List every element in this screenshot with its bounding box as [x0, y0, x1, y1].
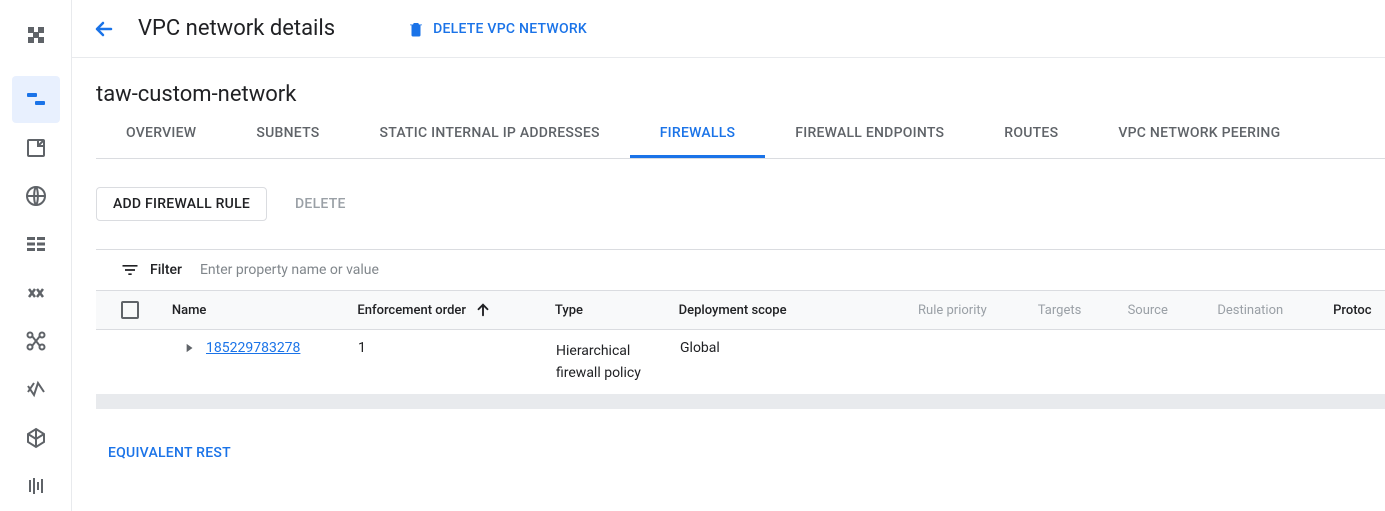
back-button[interactable]: [84, 9, 124, 49]
tab-overview[interactable]: OVERVIEW: [96, 125, 226, 158]
network-name: taw-custom-network: [96, 82, 1385, 107]
nav-vpc-networks-icon[interactable]: [12, 76, 60, 122]
page-title: VPC network details: [138, 16, 335, 41]
col-header-name[interactable]: Name: [164, 301, 350, 319]
col-header-scope[interactable]: Deployment scope: [671, 301, 910, 319]
filter-label: Filter: [150, 262, 182, 278]
nav-routes-icon[interactable]: [12, 221, 60, 267]
rule-name-link[interactable]: 185229783278: [206, 340, 300, 356]
sort-ascending-icon: [474, 301, 492, 319]
filter-bar: Filter: [96, 249, 1385, 290]
delete-button: DELETE: [295, 196, 346, 212]
tabs-bar: OVERVIEW SUBNETS STATIC INTERNAL IP ADDR…: [96, 125, 1385, 159]
delete-network-label: DELETE VPC NETWORK: [433, 21, 587, 37]
trash-icon: [407, 20, 425, 38]
nav-settings-icon[interactable]: [12, 463, 60, 509]
left-nav-rail: [0, 0, 72, 511]
tab-firewalls[interactable]: FIREWALLS: [630, 125, 766, 158]
equivalent-rest-link[interactable]: EQUIVALENT REST: [108, 445, 1385, 461]
col-header-targets: Targets: [1030, 301, 1120, 319]
col-header-source: Source: [1120, 301, 1210, 319]
col-header-protocols[interactable]: Protoc: [1325, 301, 1385, 319]
delete-network-button[interactable]: DELETE VPC NETWORK: [407, 20, 587, 38]
tab-static-ip[interactable]: STATIC INTERNAL IP ADDRESSES: [349, 125, 629, 158]
nav-external-ip-icon[interactable]: [12, 125, 60, 171]
col-header-destination: Destination: [1209, 301, 1325, 319]
expand-row-icon[interactable]: [182, 341, 196, 355]
table-row: 185229783278 1 Hierarchical firewall pol…: [96, 330, 1385, 395]
nav-firewall-icon[interactable]: [12, 173, 60, 219]
cell-order: 1: [350, 340, 548, 356]
filter-icon: [120, 260, 140, 280]
firewall-table: Name Enforcement order Type Deployment s…: [96, 290, 1385, 409]
tab-peering[interactable]: VPC NETWORK PEERING: [1088, 125, 1310, 158]
nav-peering-icon[interactable]: [12, 269, 60, 315]
product-icon[interactable]: [12, 12, 60, 58]
tab-firewall-endpoints[interactable]: FIREWALL ENDPOINTS: [765, 125, 974, 158]
nav-packet-mirroring-icon[interactable]: [12, 414, 60, 460]
cell-scope: Global: [672, 340, 912, 356]
nav-serverless-icon[interactable]: [12, 366, 60, 412]
add-firewall-rule-button[interactable]: ADD FIREWALL RULE: [96, 187, 267, 221]
filter-input[interactable]: [200, 262, 1385, 278]
page-header: VPC network details DELETE VPC NETWORK: [72, 0, 1385, 58]
col-header-type[interactable]: Type: [547, 301, 671, 319]
nav-shared-vpc-icon[interactable]: [12, 318, 60, 364]
horizontal-scrollbar[interactable]: [96, 395, 1385, 409]
select-all-checkbox[interactable]: [121, 301, 139, 319]
cell-type: Hierarchical firewall policy: [548, 340, 672, 384]
col-header-enforcement-order[interactable]: Enforcement order: [349, 301, 547, 319]
tab-routes[interactable]: ROUTES: [974, 125, 1088, 158]
tab-subnets[interactable]: SUBNETS: [226, 125, 349, 158]
col-header-priority: Rule priority: [910, 301, 1030, 319]
